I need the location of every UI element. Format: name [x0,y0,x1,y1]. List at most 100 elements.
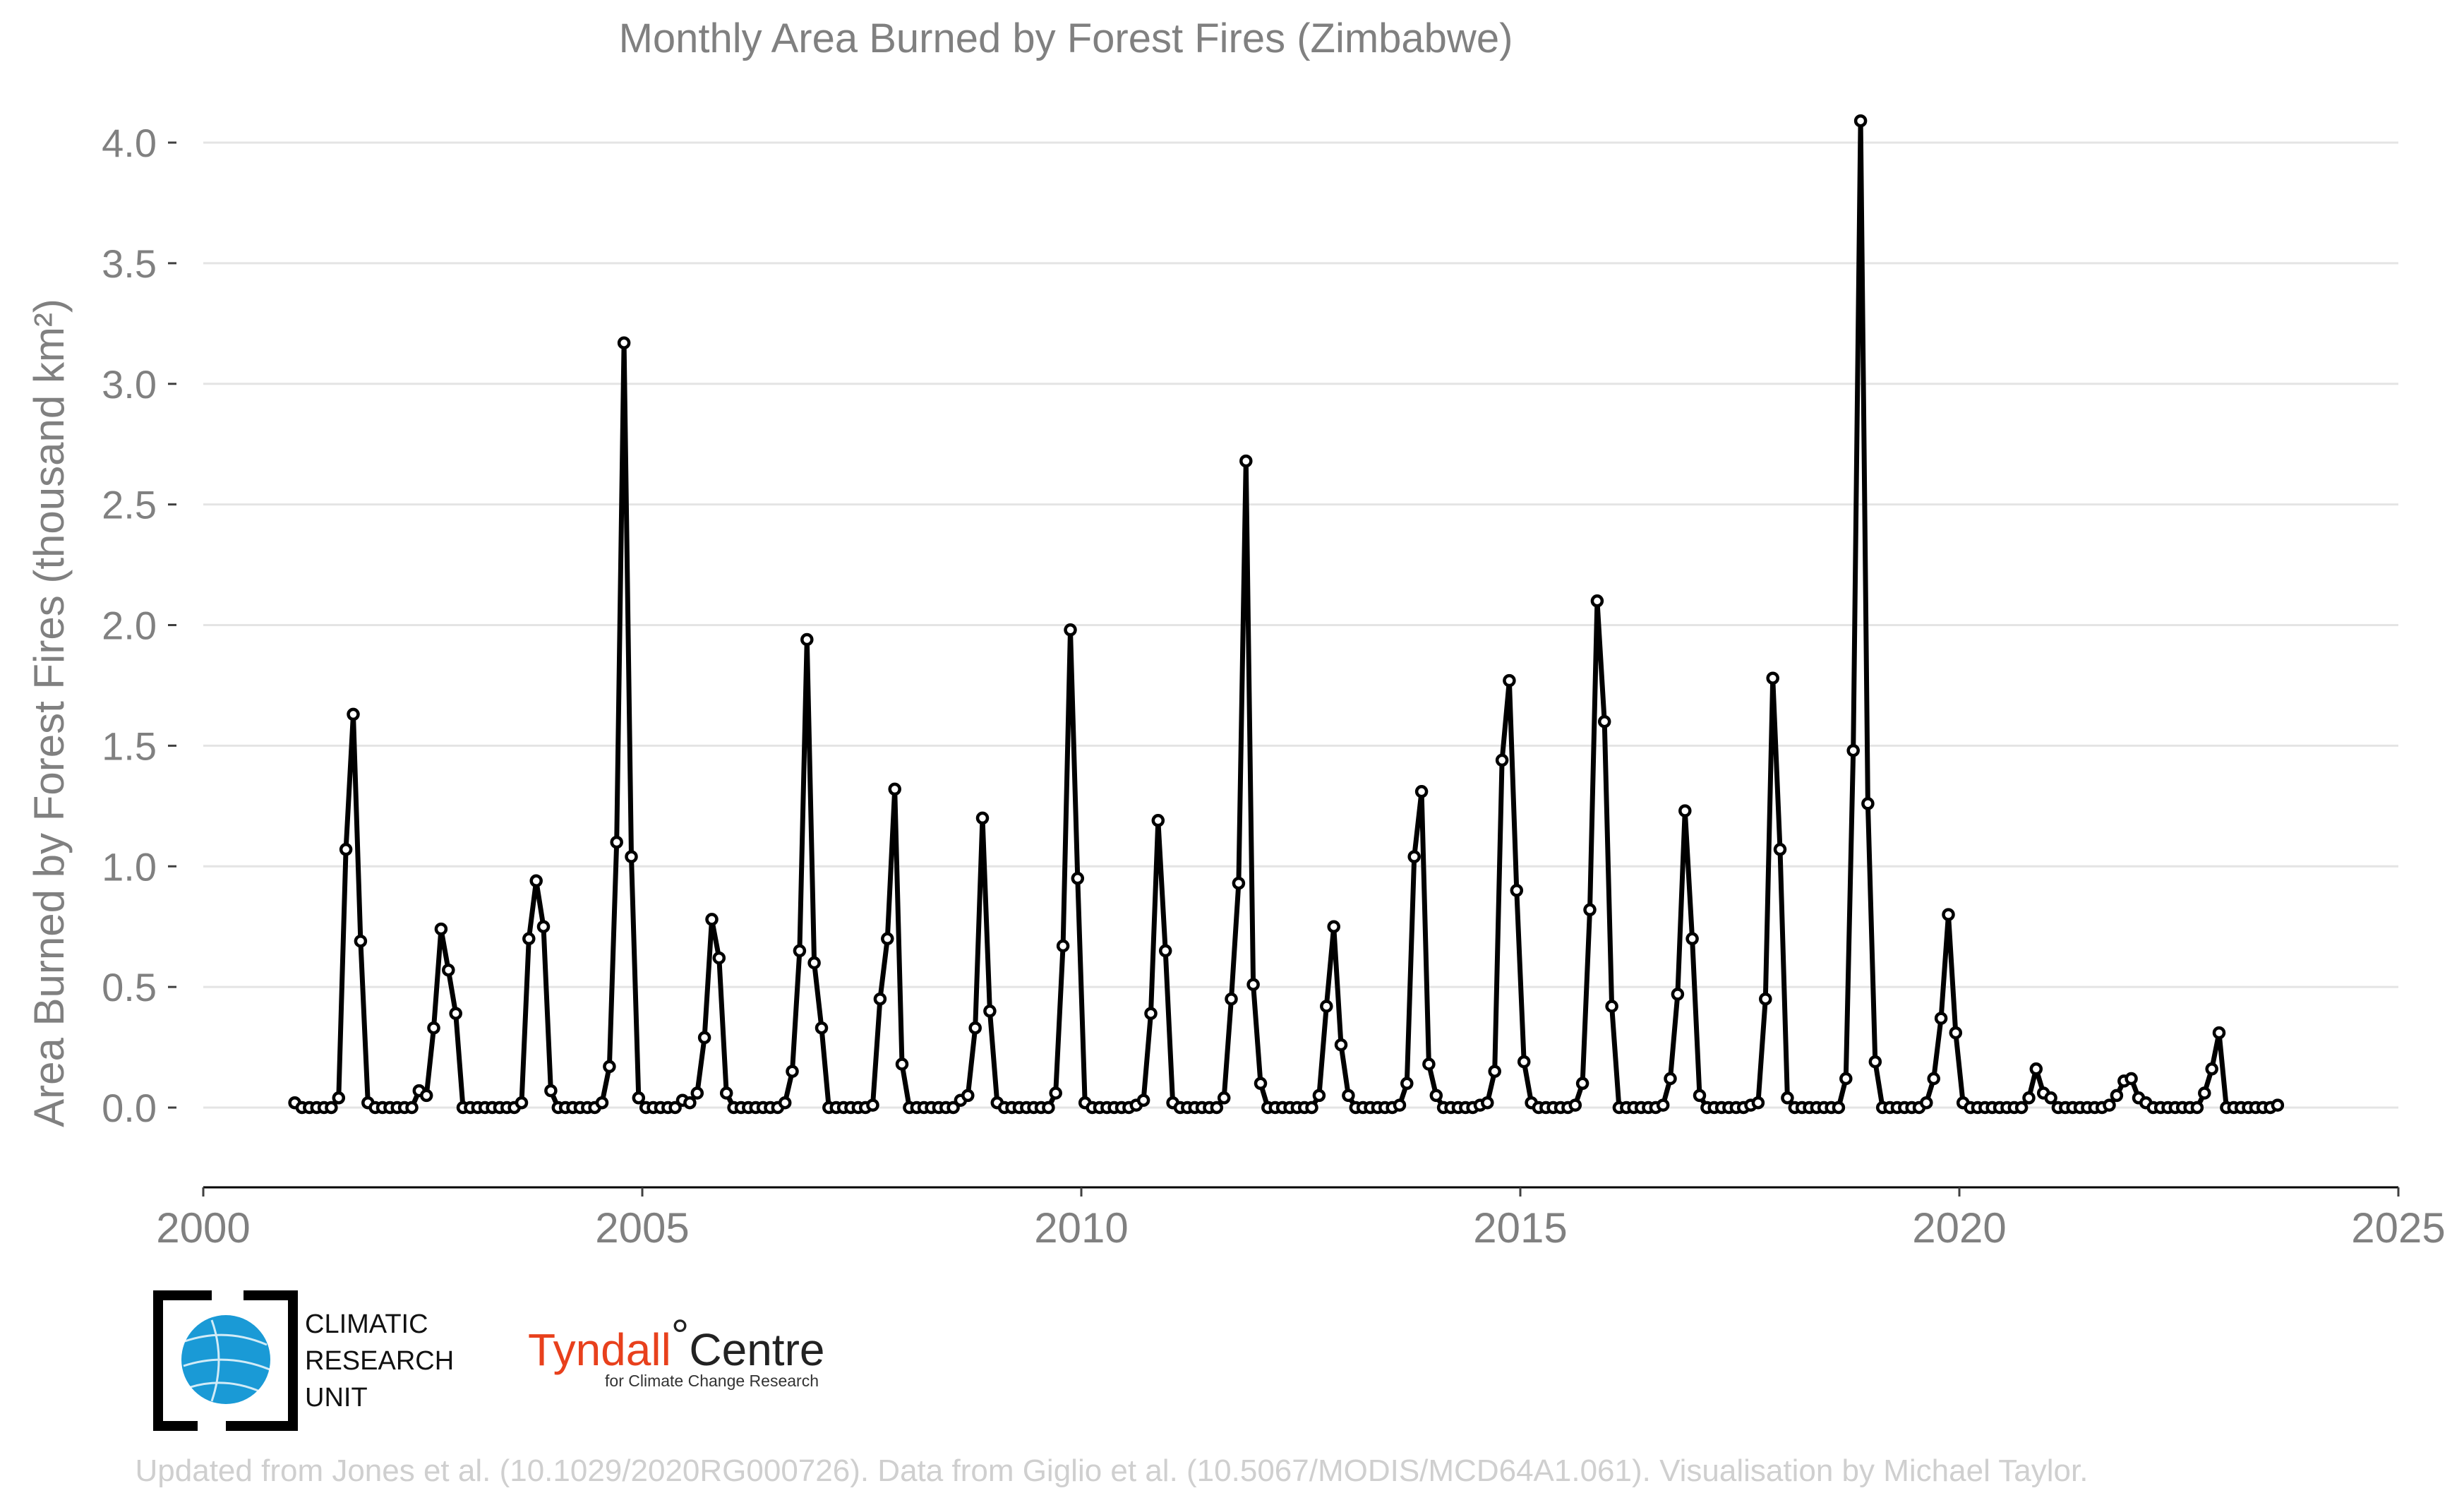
data-point [1839,1072,1853,1086]
y-tick-label: 3.5 [102,241,157,286]
data-point [1693,1089,1707,1103]
data-point [1064,623,1077,637]
data-point [1949,1026,1963,1040]
data-point [1868,1055,1882,1069]
data-point [1568,1098,1582,1112]
data-point [1861,797,1875,810]
data-point [405,1101,419,1115]
data-point [1510,884,1524,897]
data-point [1942,908,1955,921]
y-axis: 0.0 0.5 1.0 1.5 2.0 2.5 3.0 3.5 4.0 [102,121,176,1130]
data-point [807,956,821,970]
data-point [347,707,360,721]
data-point [339,843,353,856]
data-point [632,1091,646,1105]
data-point [1685,932,1699,946]
data-point [881,932,894,946]
credit-line: Updated from Jones et al. (10.1029/2020R… [136,1453,2089,1488]
y-tick-label: 1.0 [102,844,157,889]
data-point [603,1060,616,1074]
data-point [1422,1057,1436,1071]
tyndall-wordmark: Tyndall°Centre [528,1310,824,1375]
data-point [1503,673,1516,688]
data-point [2271,1098,2285,1112]
data-point [354,934,368,948]
data-point [712,951,726,965]
data-point [1575,1077,1589,1091]
data-point [1832,1101,1846,1115]
data-point [515,1096,529,1110]
data-point [778,1096,792,1110]
x-axis: 2000 2005 2010 2015 2020 2025 [156,1186,2446,1252]
data-point [1327,920,1340,933]
data-point [815,1021,829,1035]
data-point [1597,714,1611,728]
data-point [1217,1091,1231,1105]
data-point [968,1021,982,1035]
data-point [1664,1072,1677,1086]
data-point [1232,876,1246,890]
data-point [690,1086,704,1100]
data-point [1781,1091,1794,1105]
cru-logo: CLIMATIC RESEARCH UNIT [153,1290,454,1431]
x-tick-label: 2020 [1912,1204,2006,1252]
data-point [1393,1098,1407,1112]
cru-logo-bracket-right [226,1290,298,1431]
data-point [2205,1062,2218,1076]
y-tick-label: 2.5 [102,483,157,527]
data-point [2029,1062,2043,1076]
data-point [793,944,807,958]
data-point [1144,1007,1158,1020]
data-point [610,835,623,849]
data-point [1751,1096,1765,1110]
data-points [288,114,2285,1115]
data-point [1927,1072,1940,1086]
tyndall-word: Tyndall [528,1324,671,1375]
data-point [427,1021,440,1035]
data-point [1481,1096,1494,1110]
tyndall-centre-word: Centre [689,1324,824,1375]
data-point [683,1096,697,1110]
data-point [2022,1091,2036,1105]
tyndall-degree: ° [671,1310,690,1361]
data-point [434,922,448,936]
data-point [1254,1077,1268,1091]
x-tick-label: 2010 [1034,1204,1128,1252]
data-point [1517,1055,1531,1069]
tyndall-subtitle: for Climate Change Research [605,1372,819,1390]
x-tick-label: 2000 [156,1204,250,1252]
data-point [975,811,990,825]
data-point [522,932,536,946]
data-point [2198,1086,2211,1100]
data-point [1312,1089,1326,1103]
data-point [2014,1101,2029,1115]
chart-title: Monthly Area Burned by Forest Fires (Zim… [619,16,1513,61]
tyndall-logo: Tyndall°Centre for Climate Change Resear… [528,1310,824,1390]
y-tick-label: 0.0 [102,1086,157,1130]
data-point [1590,594,1604,608]
data-point [1049,1086,1062,1100]
y-axis-label: Area Burned by Forest Fires (thousand km… [25,299,73,1127]
data-point [1495,753,1509,767]
data-point [1246,978,1260,991]
data-point [1320,1000,1333,1013]
data-point [1759,992,1772,1006]
data-point [1225,992,1238,1006]
data-point [419,1089,433,1103]
data-point [1605,1000,1618,1013]
data-point [895,1057,909,1071]
data-point [2190,1101,2204,1115]
data-point [1151,814,1165,827]
data-point [786,1065,799,1078]
y-tick-label: 4.0 [102,121,157,165]
data-point [1583,903,1597,917]
data-point [1334,1038,1348,1052]
data-point [1210,1101,1224,1115]
data-point [1656,1098,1670,1112]
y-tick-label: 3.0 [102,362,157,407]
data-point [983,1005,997,1018]
gridlines [203,141,2398,1109]
data-point [1671,988,1685,1001]
data-point [1407,850,1421,863]
